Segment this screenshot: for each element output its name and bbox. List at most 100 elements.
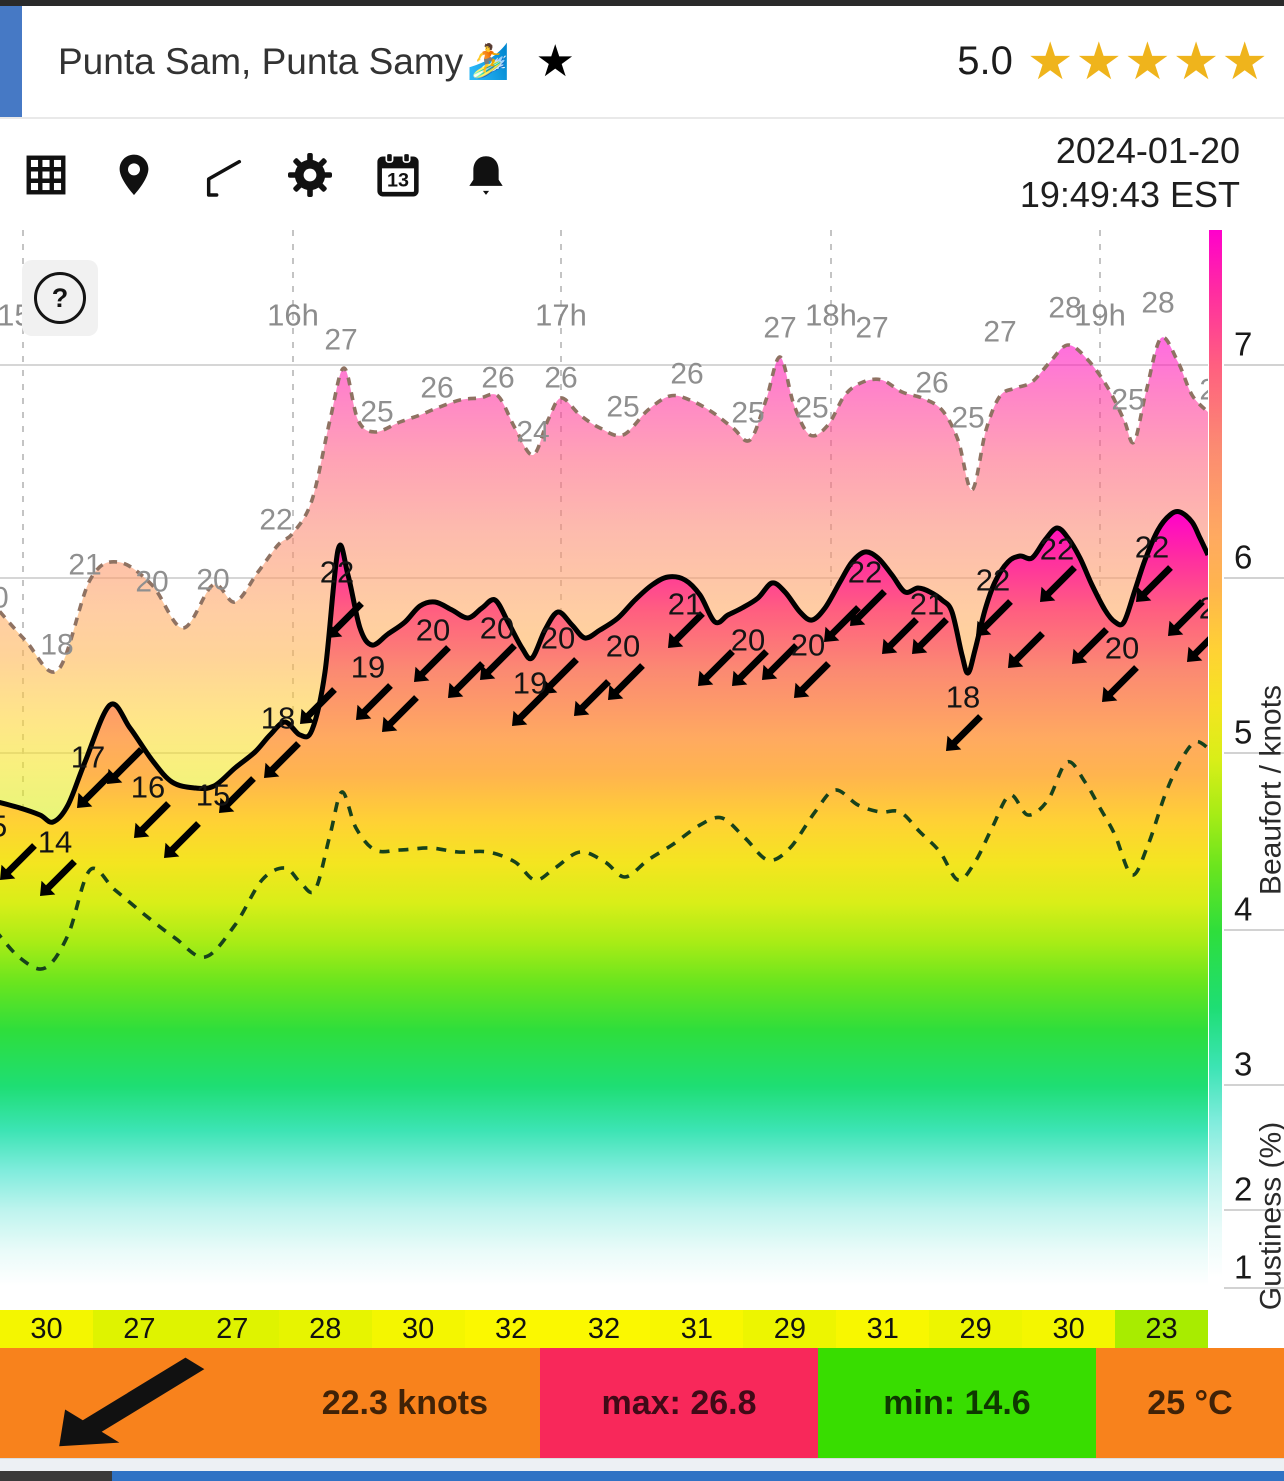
svg-text:21: 21 [668,587,702,622]
svg-text:18: 18 [946,680,980,715]
svg-text:21: 21 [910,587,944,622]
svg-text:22: 22 [1040,532,1074,567]
gustiness-cell: 23 [1115,1310,1208,1348]
wind-barb-icon [206,159,242,197]
svg-text:25: 25 [795,392,828,425]
grid-icon [26,155,66,194]
svg-text:22: 22 [320,555,354,590]
gustiness-cell: 32 [464,1310,558,1348]
wind-line [0,509,1208,825]
svg-text:6: 6 [1234,539,1252,576]
summary-bar: 22.3 knots max: 26.8 min: 14.6 25 °C [0,1348,1284,1458]
gustiness-cell: 27 [185,1310,279,1348]
gustiness-cell: 29 [929,1310,1023,1348]
calendar-button[interactable]: 13 [372,149,424,201]
location-pin-icon [119,154,149,195]
svg-text:20: 20 [1105,631,1139,666]
gustiness-cell: 31 [836,1310,930,1348]
svg-text:1: 1 [1234,1249,1252,1286]
bottom-bar-notch [0,1471,112,1481]
wind-direction-arrow-icon [59,1357,205,1447]
location-button[interactable] [108,149,160,201]
favorite-star-icon[interactable]: ★ [535,36,575,86]
svg-text:27: 27 [1199,374,1232,407]
svg-text:25: 25 [951,402,984,435]
svg-text:24: 24 [516,416,549,449]
svg-text:27: 27 [855,312,888,345]
svg-text:20: 20 [731,623,765,658]
wind-barb-button[interactable] [196,149,248,201]
svg-text:22: 22 [848,555,882,590]
svg-text:Beaufort / knots: Beaufort / knots [1255,685,1284,895]
spot-title-row: Punta Sam, Punta Samy 🏄 ★ [58,36,575,86]
svg-text:20: 20 [791,628,825,663]
gustiness-row-wrap: 30 27 27 28 30 32 32 31 29 31 29 30 23 [0,1310,1284,1348]
calendar-icon: 13 [377,152,419,196]
bottom-bar-fill[interactable] [112,1471,1284,1481]
forecast-date: 2024-01-20 [1055,130,1240,171]
svg-text:17: 17 [71,740,105,775]
svg-text:4: 4 [1234,891,1252,928]
svg-text:15: 15 [196,778,230,813]
svg-text:5: 5 [1234,714,1252,751]
svg-text:26: 26 [544,362,577,395]
svg-text:26: 26 [420,372,453,405]
gustiness-cell: 30 [371,1310,465,1348]
svg-text:22: 22 [259,504,292,537]
gustiness-cell: 32 [557,1310,651,1348]
svg-text:17h: 17h [535,298,587,333]
svg-text:22: 22 [1135,530,1169,565]
gustiness-cell: 31 [650,1310,744,1348]
svg-text:20: 20 [135,566,168,599]
max-speed-segment: max: 26.8 [540,1348,818,1458]
svg-text:20: 20 [0,582,9,615]
svg-text:3: 3 [1234,1046,1252,1083]
help-button[interactable]: ? [22,260,98,336]
accent-bar [0,6,22,117]
svg-text:19: 19 [513,666,547,701]
gustiness-cell: 28 [278,1310,372,1348]
svg-text:20: 20 [480,611,514,646]
divider [0,117,1284,119]
bell-icon [469,155,503,195]
rating[interactable]: 5.0 ★★★★★ [957,6,1270,117]
svg-text:26: 26 [670,358,703,391]
svg-text:15: 15 [0,809,7,844]
current-wind-segment: 22.3 knots [0,1348,540,1458]
svg-text:20: 20 [196,564,229,597]
svg-text:21: 21 [68,549,101,582]
svg-text:16: 16 [131,770,165,805]
svg-text:2: 2 [1234,1171,1252,1208]
svg-text:27: 27 [324,324,357,357]
gustiness-cell: 27 [92,1310,186,1348]
wind-chart-canvas[interactable]: 15h16h17h18h19h2018212020222725262624262… [0,230,1284,1310]
svg-text:27: 27 [983,316,1016,349]
svg-text:25: 25 [360,396,393,429]
svg-text:7: 7 [1234,326,1252,363]
svg-text:20: 20 [416,613,450,648]
temperature-segment: 25 °C [1096,1348,1284,1458]
svg-text:18: 18 [40,629,73,662]
grid-view-button[interactable] [20,149,72,201]
gust-line [0,335,1208,674]
wind-chart[interactable]: 15h16h17h18h19h2018212020222725262624262… [0,230,1284,1310]
notifications-button[interactable] [460,149,512,201]
calendar-day: 13 [387,169,409,191]
svg-text:26: 26 [915,367,948,400]
header: Punta Sam, Punta Samy 🏄 ★ 5.0 ★★★★★ [0,6,1284,117]
svg-text:16h: 16h [267,298,319,333]
svg-text:19: 19 [351,650,385,685]
svg-text:19h: 19h [1074,298,1126,333]
svg-text:25: 25 [606,391,639,424]
min-speed: min: 14.6 [883,1383,1031,1422]
settings-button[interactable] [284,149,336,201]
svg-text:28: 28 [1141,287,1174,320]
svg-text:14: 14 [38,825,72,860]
status-bar [0,0,1284,6]
svg-text:25: 25 [1111,384,1144,417]
svg-text:25: 25 [731,397,764,430]
svg-text:22: 22 [976,563,1010,598]
svg-text:26: 26 [481,362,514,395]
min-speed-segment: min: 14.6 [818,1348,1096,1458]
